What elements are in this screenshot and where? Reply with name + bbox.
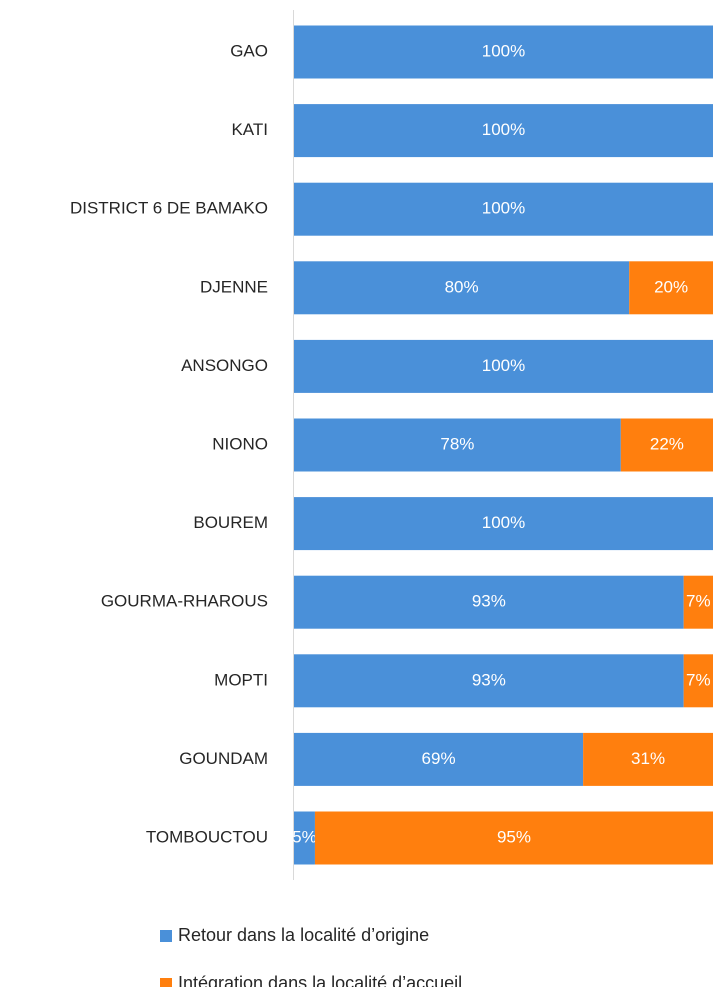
data-label: 100% — [482, 41, 525, 60]
bar-segment — [314, 811, 713, 865]
bar-segment — [620, 418, 713, 472]
data-label: 80% — [445, 277, 479, 296]
category-label: DJENNE — [200, 277, 268, 296]
data-label: 5% — [292, 827, 317, 846]
data-label: 31% — [631, 749, 665, 768]
data-label: 69% — [422, 749, 456, 768]
data-label: 100% — [482, 513, 525, 532]
category-label: MOPTI — [214, 670, 268, 689]
bar-segment — [294, 182, 713, 236]
category-label: GOUNDAM — [179, 749, 268, 768]
bar-segment — [294, 339, 713, 393]
category-label: GAO — [230, 41, 268, 60]
data-label: 7% — [686, 670, 711, 689]
data-label: 20% — [654, 277, 688, 296]
data-label: 78% — [440, 434, 474, 453]
bar-segment — [294, 25, 713, 79]
data-label: 95% — [497, 827, 531, 846]
category-label: GOURMA-RHAROUS — [101, 592, 268, 611]
legend-label: Intégration dans la localité d’accueil — [178, 973, 462, 987]
legend-swatch — [160, 930, 172, 942]
data-label: 22% — [650, 434, 684, 453]
data-label: 93% — [472, 592, 506, 611]
bar-segment — [683, 654, 713, 708]
category-label: DISTRICT 6 DE BAMAKO — [70, 199, 268, 218]
legend-swatch — [160, 978, 172, 990]
bar-segment — [294, 811, 315, 865]
bar-segment — [294, 732, 584, 786]
bar-segment — [583, 732, 713, 786]
data-label: 93% — [472, 670, 506, 689]
bar-segment — [629, 261, 713, 315]
bar-segment — [294, 575, 684, 629]
data-label: 100% — [482, 199, 525, 218]
data-label: 100% — [482, 120, 525, 139]
bar-segment — [294, 261, 630, 315]
bar-segment — [294, 654, 684, 708]
data-label: 100% — [482, 356, 525, 375]
category-label: ANSONGO — [181, 356, 268, 375]
data-label: 7% — [686, 592, 711, 611]
bar-segment — [683, 575, 713, 629]
category-label: TOMBOUCTOU — [146, 827, 268, 846]
category-label: NIONO — [212, 434, 268, 453]
category-label: KATI — [231, 120, 268, 139]
category-label: BOUREM — [193, 513, 268, 532]
bar-segment — [294, 497, 713, 551]
bar-segment — [294, 418, 621, 472]
bar-segment — [294, 104, 713, 158]
legend-label: Retour dans la localité d’origine — [178, 925, 429, 945]
